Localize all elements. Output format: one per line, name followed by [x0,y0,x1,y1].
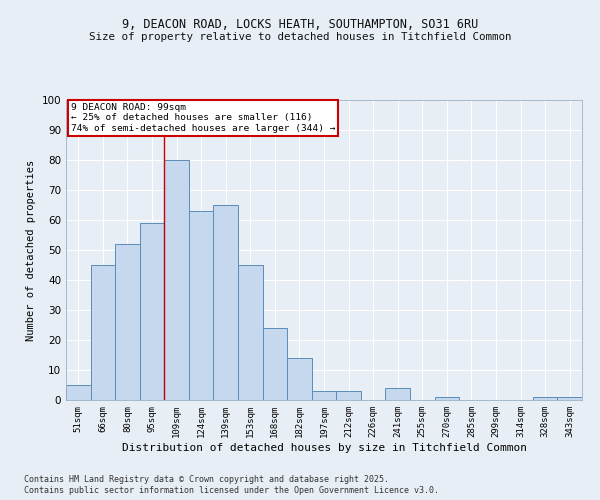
Bar [189,211,214,400]
Bar [115,244,140,400]
Bar [287,358,312,400]
Bar [312,391,336,400]
Text: Contains public sector information licensed under the Open Government Licence v3: Contains public sector information licen… [24,486,439,495]
Bar [336,391,361,400]
X-axis label: Distribution of detached houses by size in Titchfield Common: Distribution of detached houses by size … [121,442,527,452]
Bar [434,397,459,400]
Text: 9 DEACON ROAD: 99sqm
← 25% of detached houses are smaller (116)
74% of semi-deta: 9 DEACON ROAD: 99sqm ← 25% of detached h… [71,103,335,133]
Bar [263,328,287,400]
Bar [385,388,410,400]
Bar [140,223,164,400]
Bar [91,265,115,400]
Bar [238,265,263,400]
Bar [214,205,238,400]
Text: Size of property relative to detached houses in Titchfield Common: Size of property relative to detached ho… [89,32,511,42]
Bar [66,385,91,400]
Y-axis label: Number of detached properties: Number of detached properties [26,160,36,340]
Bar [164,160,189,400]
Text: Contains HM Land Registry data © Crown copyright and database right 2025.: Contains HM Land Registry data © Crown c… [24,475,389,484]
Bar [557,397,582,400]
Bar [533,397,557,400]
Text: 9, DEACON ROAD, LOCKS HEATH, SOUTHAMPTON, SO31 6RU: 9, DEACON ROAD, LOCKS HEATH, SOUTHAMPTON… [122,18,478,30]
